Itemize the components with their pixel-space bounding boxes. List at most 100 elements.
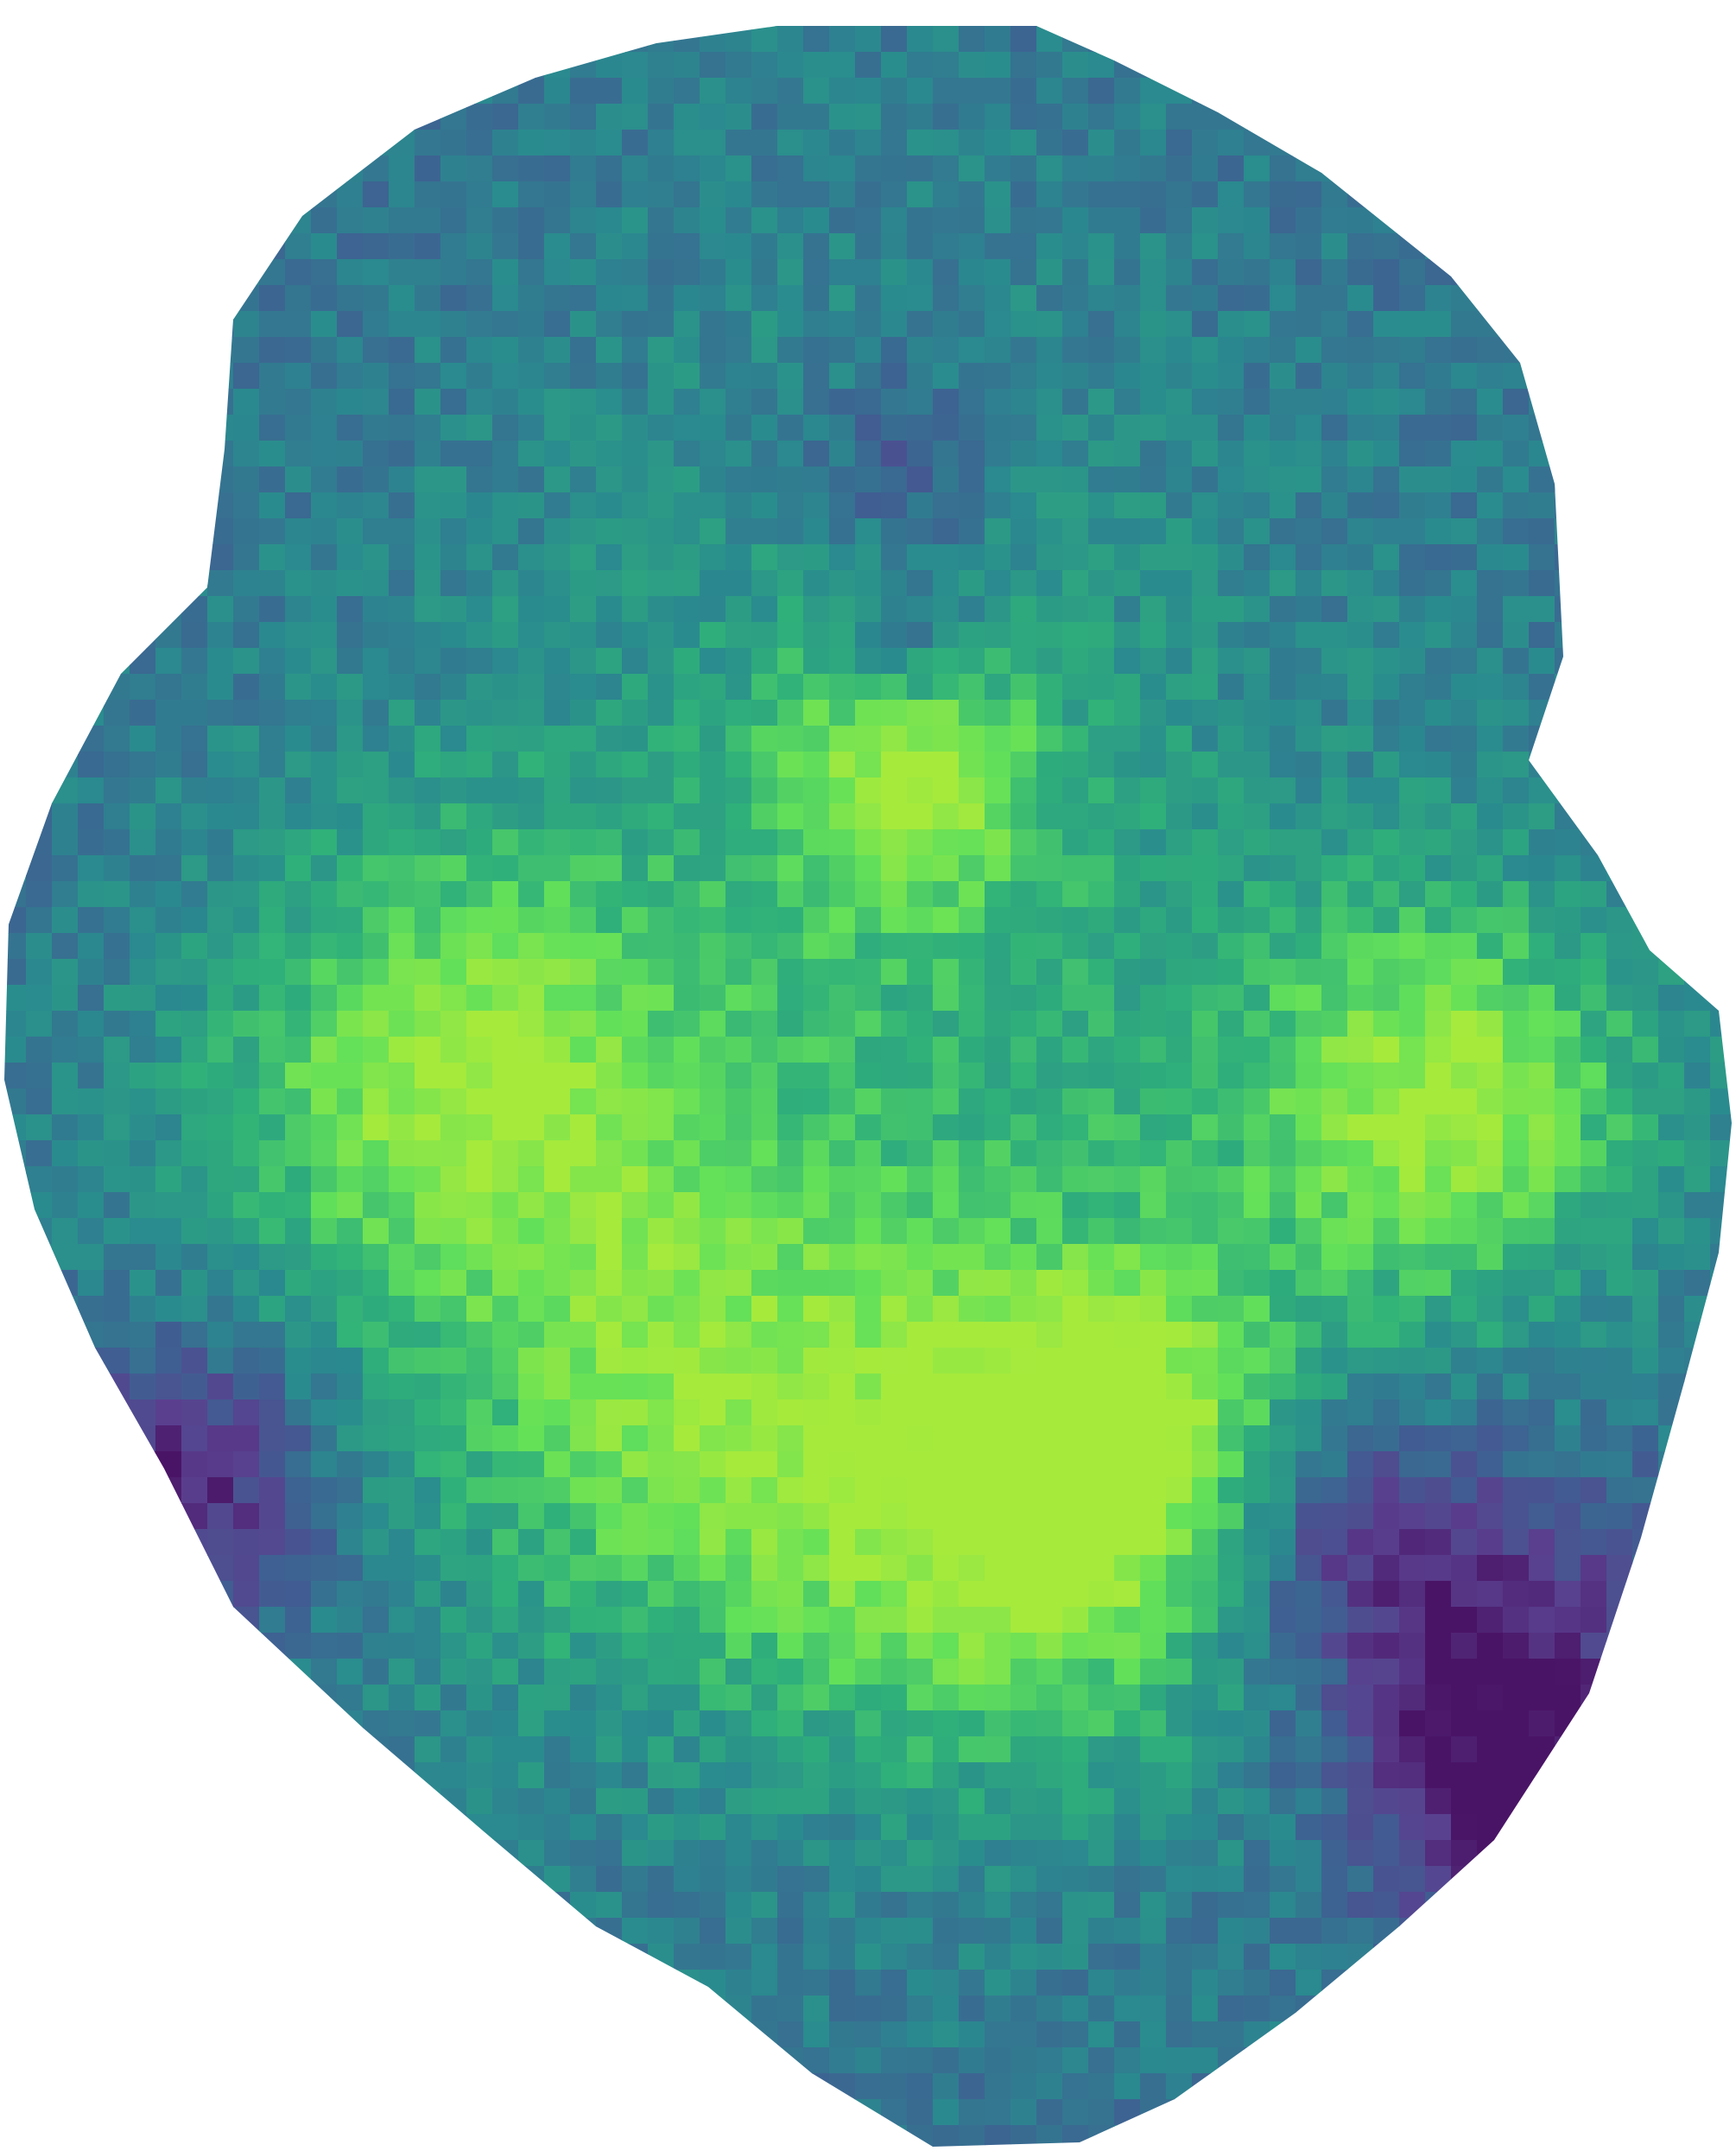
mosaic-tile xyxy=(233,1322,260,1348)
mosaic-tile xyxy=(1270,1814,1296,1841)
mosaic-tile xyxy=(674,1088,700,1115)
mosaic-tile xyxy=(155,726,182,752)
mosaic-tile xyxy=(1399,1659,1426,1685)
mosaic-tile xyxy=(803,1503,830,1530)
mosaic-tile xyxy=(1503,752,1530,778)
mosaic-tile xyxy=(181,907,208,934)
mosaic-tile xyxy=(1036,1088,1063,1115)
mosaic-tile xyxy=(1296,130,1322,156)
mosaic-tile xyxy=(907,933,934,960)
mosaic-tile xyxy=(130,1088,156,1115)
mosaic-tile xyxy=(181,959,208,986)
mosaic-tile xyxy=(1710,337,1732,364)
mosaic-tile xyxy=(207,1088,234,1115)
mosaic-tile xyxy=(855,907,882,934)
mosaic-tile xyxy=(104,233,130,260)
mosaic-tile xyxy=(881,1633,908,1659)
mosaic-tile xyxy=(570,466,597,493)
mosaic-tile xyxy=(1270,285,1296,312)
mosaic-tile xyxy=(1555,1425,1581,1452)
mosaic-tile xyxy=(1270,233,1296,260)
mosaic-tile xyxy=(674,1348,700,1374)
mosaic-tile xyxy=(855,26,882,27)
mosaic-tile xyxy=(544,1088,571,1115)
mosaic-tile xyxy=(1658,1685,1685,1711)
mosaic-tile xyxy=(311,855,338,882)
mosaic-tile xyxy=(311,1011,338,1037)
mosaic-tile xyxy=(959,959,985,986)
mosaic-tile xyxy=(311,518,338,545)
mosaic-tile xyxy=(1529,1270,1555,1297)
mosaic-tile xyxy=(596,285,623,312)
mosaic-tile xyxy=(1399,78,1426,105)
mosaic-tile xyxy=(1606,907,1633,934)
mosaic-tile xyxy=(1477,1037,1504,1063)
mosaic-tile xyxy=(1321,259,1348,286)
mosaic-tile xyxy=(829,415,856,441)
mosaic-tile xyxy=(4,1503,27,1530)
mosaic-tile xyxy=(829,259,856,286)
mosaic-tile xyxy=(1321,389,1348,416)
mosaic-tile xyxy=(389,570,415,597)
mosaic-tile xyxy=(570,52,597,79)
mosaic-tile xyxy=(440,1633,467,1659)
mosaic-tile xyxy=(1062,855,1089,882)
mosaic-tile xyxy=(78,1296,105,1323)
mosaic-tile xyxy=(700,881,726,908)
mosaic-tile xyxy=(544,985,571,1012)
mosaic-tile xyxy=(1296,777,1322,804)
mosaic-tile xyxy=(1296,207,1322,234)
mosaic-tile xyxy=(1425,285,1452,312)
mosaic-tile xyxy=(829,311,856,338)
mosaic-tile xyxy=(233,207,260,234)
mosaic-tile xyxy=(1114,1685,1141,1711)
mosaic-tile xyxy=(311,259,338,286)
mosaic-tile xyxy=(1347,1322,1374,1348)
mosaic-tile xyxy=(725,1451,752,1478)
mosaic-tile xyxy=(829,596,856,623)
mosaic-tile xyxy=(803,1685,830,1711)
mosaic-tile xyxy=(363,881,390,908)
mosaic-tile xyxy=(466,1685,493,1711)
mosaic-tile xyxy=(337,1581,364,1608)
mosaic-tile xyxy=(1555,933,1581,960)
mosaic-tile xyxy=(985,181,1011,208)
mosaic-tile xyxy=(1373,1296,1400,1323)
mosaic-tile xyxy=(1011,1063,1037,1089)
mosaic-tile xyxy=(389,1270,415,1297)
mosaic-tile xyxy=(544,1348,571,1374)
mosaic-tile xyxy=(570,1451,597,1478)
mosaic-tile xyxy=(1425,1425,1452,1452)
mosaic-tile xyxy=(1192,1529,1219,1556)
mosaic-tile xyxy=(130,1270,156,1297)
mosaic-tile xyxy=(1011,155,1037,182)
mosaic-tile xyxy=(622,1814,649,1841)
mosaic-tile xyxy=(518,1529,545,1556)
mosaic-tile xyxy=(855,1322,882,1348)
mosaic-tile xyxy=(674,1503,700,1530)
mosaic-tile xyxy=(1555,441,1581,467)
mosaic-tile xyxy=(648,1244,675,1271)
mosaic-tile xyxy=(1529,26,1555,53)
mosaic-tile xyxy=(881,104,908,130)
mosaic-tile xyxy=(518,1088,545,1115)
mosaic-tile xyxy=(1477,1840,1504,1867)
mosaic-tile xyxy=(544,1762,571,1789)
mosaic-tile xyxy=(1192,1011,1219,1037)
mosaic-tile xyxy=(570,233,597,260)
mosaic-tile xyxy=(1529,233,1555,260)
mosaic-tile xyxy=(1529,933,1555,960)
mosaic-tile xyxy=(933,155,960,182)
mosaic-tile xyxy=(52,130,79,156)
mosaic-tile xyxy=(751,777,778,804)
mosaic-tile xyxy=(155,389,182,416)
mosaic-tile xyxy=(26,285,53,312)
mosaic-tile xyxy=(285,233,312,260)
mosaic-tile xyxy=(311,752,338,778)
mosaic-tile xyxy=(907,803,934,830)
mosaic-tile xyxy=(130,1011,156,1037)
mosaic-tile xyxy=(596,777,623,804)
mosaic-tile xyxy=(907,492,934,519)
mosaic-tile xyxy=(181,1710,208,1737)
mosaic-tile xyxy=(1399,959,1426,986)
